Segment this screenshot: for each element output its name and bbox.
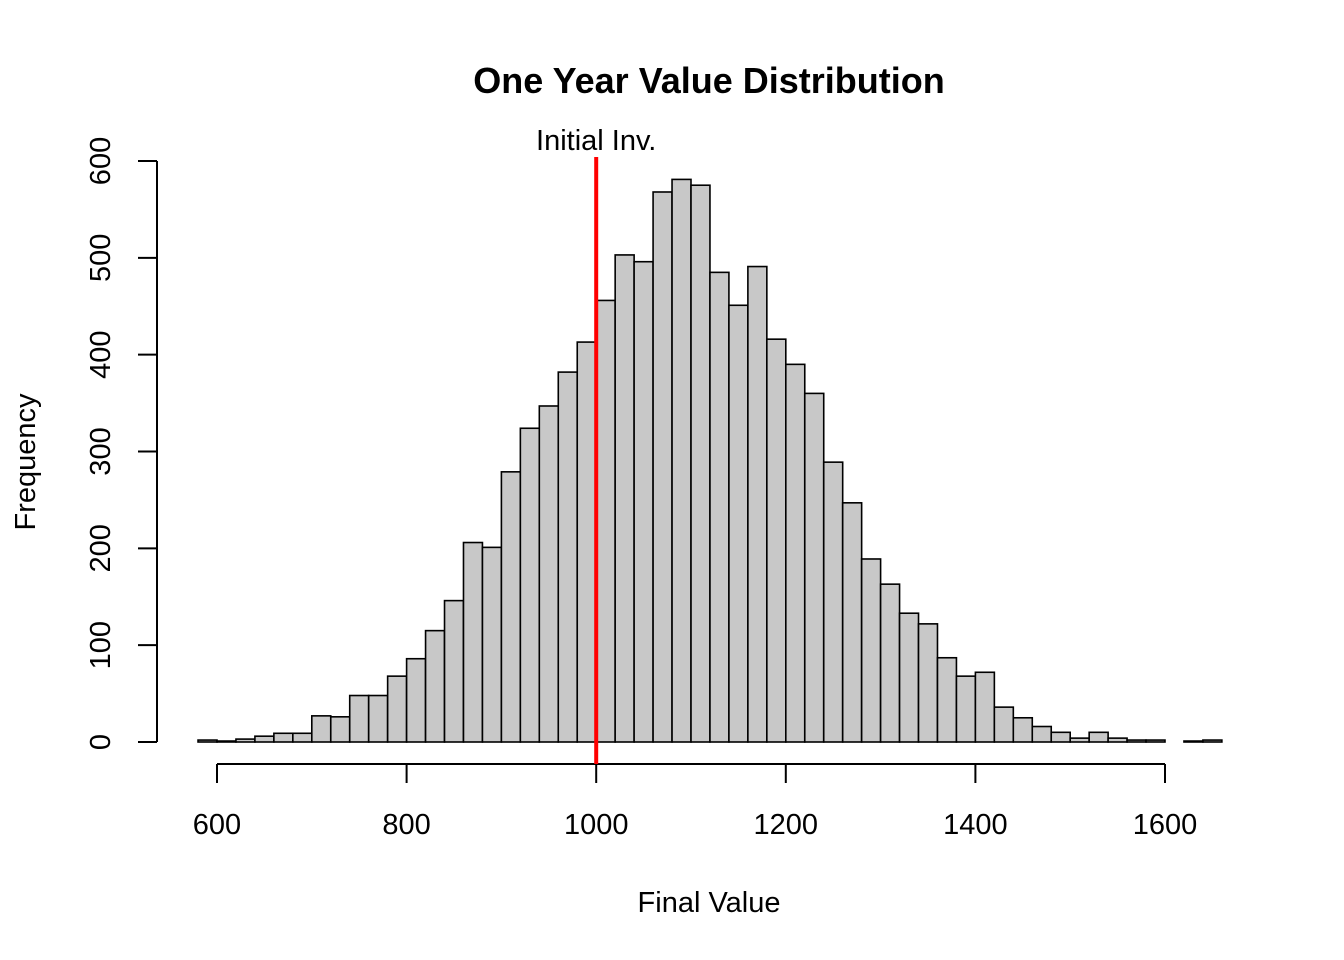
histogram-bar	[1107, 737, 1128, 743]
histogram-bar	[822, 461, 844, 743]
histogram-bar	[1145, 739, 1166, 743]
y-axis: 0 100 200 300 400 500 600	[85, 137, 158, 750]
histogram-bar	[329, 716, 351, 743]
histogram-bar	[784, 363, 806, 743]
histogram-bar	[879, 583, 901, 743]
histogram-bar	[405, 657, 427, 743]
x-axis-label: Final Value	[638, 887, 781, 919]
histogram-bar	[860, 558, 882, 743]
histogram-bar	[974, 671, 996, 743]
histogram-bar	[538, 405, 560, 743]
histogram-bar	[481, 546, 503, 743]
histogram-bar	[254, 735, 275, 743]
histogram-bar	[292, 732, 313, 743]
x-tick-label: 800	[382, 809, 430, 841]
histogram-bar	[557, 371, 579, 743]
x-tick-label: 1400	[943, 809, 1008, 841]
y-axis-label: Frequency	[10, 393, 42, 531]
x-tick-label: 1000	[564, 809, 629, 841]
y-tick-label: 600	[85, 137, 117, 185]
histogram-bar	[424, 629, 446, 743]
x-axis: 600 800 1000 1200 1400 1600	[193, 763, 1198, 841]
histogram-bar	[633, 260, 654, 743]
histogram-bar	[614, 254, 635, 743]
histogram-bar	[519, 427, 541, 743]
histogram-bar	[652, 191, 673, 743]
histogram-bar	[348, 694, 370, 743]
histogram-bar	[803, 392, 825, 743]
histogram-bar	[1031, 725, 1053, 743]
histogram-bar	[690, 184, 711, 743]
histogram-bar	[993, 706, 1015, 743]
histogram-bar	[500, 471, 522, 743]
y-tick-label: 500	[85, 234, 117, 282]
histogram-bar	[462, 541, 484, 743]
histogram-bar	[216, 740, 237, 743]
histogram-bar	[197, 739, 218, 743]
histogram-bar	[273, 732, 294, 743]
histogram-bar	[766, 338, 787, 743]
x-tick-label: 1600	[1133, 809, 1198, 841]
histogram-bar	[576, 341, 597, 743]
y-tick-label: 200	[85, 524, 117, 572]
histogram-bar	[367, 694, 389, 743]
histogram-bar	[443, 599, 465, 743]
histogram-bar	[747, 265, 768, 743]
histogram-bar	[841, 502, 863, 743]
histogram-bar	[917, 623, 939, 743]
x-tick-label: 1200	[754, 809, 819, 841]
histogram-bar	[1183, 740, 1204, 743]
histogram-bar	[1050, 731, 1071, 743]
histogram-bar	[310, 715, 332, 743]
histogram-bar	[235, 738, 256, 743]
histogram-bar	[1088, 731, 1109, 743]
histogram-bar	[936, 656, 958, 743]
initial-investment-label: Initial Inv.	[536, 125, 656, 157]
chart-title: One Year Value Distribution	[473, 60, 944, 101]
y-tick-label: 100	[85, 621, 117, 669]
y-tick-label: 0	[85, 734, 117, 750]
histogram-bar	[1202, 739, 1223, 743]
histogram-bar	[671, 178, 692, 743]
histogram-bar	[1126, 739, 1147, 743]
y-tick-label: 300	[85, 427, 117, 475]
histogram-bar	[709, 271, 730, 743]
x-tick-label: 600	[193, 809, 241, 841]
histogram-bar	[386, 675, 408, 743]
histogram-bar	[955, 675, 977, 743]
histogram-bar	[1069, 737, 1090, 743]
histogram-bar	[1012, 716, 1034, 743]
histogram-bar	[728, 304, 749, 743]
y-tick-label: 400	[85, 330, 117, 378]
histogram-bar	[595, 299, 616, 743]
histogram-bars	[197, 178, 1223, 743]
histogram-bar	[898, 612, 920, 743]
